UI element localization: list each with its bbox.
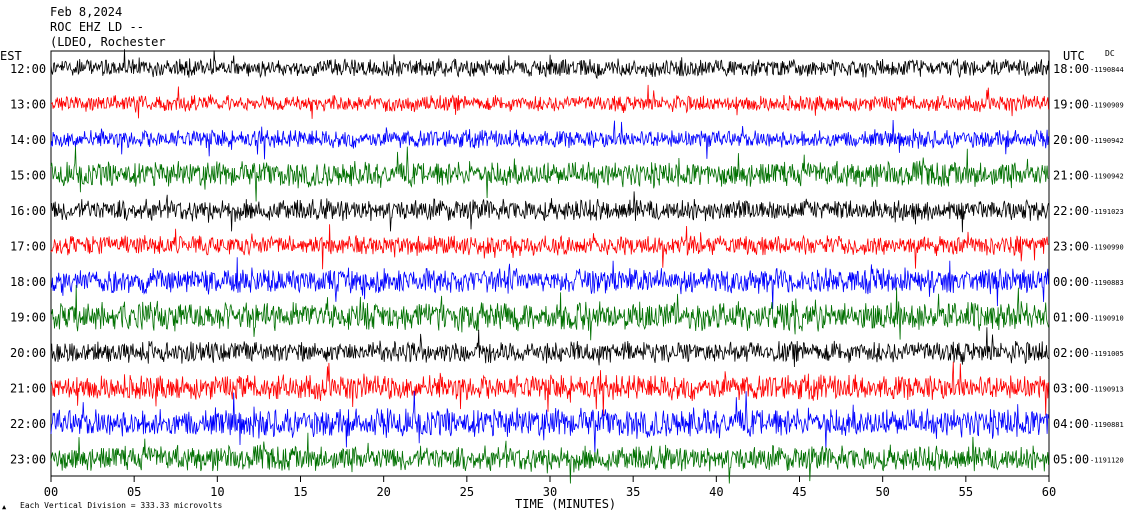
dc-offset-value: -1191023 [1090,208,1124,216]
trace-row-5 [50,224,1049,270]
left-time-label: 15:00 [10,169,46,183]
dc-offset-value: -1190942 [1090,173,1124,181]
left-time-labels: 12:00 13:00 14:00 15:00 16:00 17:00 18:00 19:00… [10,62,46,467]
trace-row-9 [50,361,1049,417]
x-tick-label: 20 [376,485,390,499]
left-time-label: 23:00 [10,453,46,467]
trace-row-0 [50,49,1049,80]
header-network: (LDEO, Rochester [50,35,166,49]
right-time-label: 04:00 [1053,417,1089,431]
trace-row-4 [50,191,1049,233]
right-time-label: 20:00 [1053,133,1089,147]
dc-offset-value: -1190990 [1090,244,1124,252]
left-time-label: 16:00 [10,204,46,218]
left-time-label: 13:00 [10,98,46,112]
trace-rows [50,49,1049,484]
dc-offset-value: -1191120 [1090,457,1124,465]
right-time-label: 02:00 [1053,346,1089,360]
header-station: ROC EHZ LD -- [50,20,144,34]
trace-row-2 [50,119,1049,160]
x-tick-label: 10 [210,485,224,499]
right-time-label: 21:00 [1053,169,1089,183]
left-time-label: 22:00 [10,417,46,431]
right-time-label: 19:00 [1053,98,1089,112]
scale-note: Each Vertical Division = 333.33 microvol… [20,501,222,510]
plot-frame [50,50,1050,477]
right-time-label: 05:00 [1053,453,1089,467]
dc-offset-value: -1190910 [1090,315,1124,323]
dc-offset-value: -1190913 [1090,386,1124,394]
header-date: Feb 8,2024 [50,5,122,19]
trace-row-11 [50,432,1049,484]
dc-offset-value: -1191005 [1090,350,1124,358]
scale-marker-icon: ▲ [2,503,7,511]
left-time-label: 20:00 [10,346,46,360]
right-time-label: 00:00 [1053,275,1089,289]
trace-row-1 [50,84,1049,119]
right-time-label: 22:00 [1053,204,1089,218]
trace-row-7 [50,284,1049,341]
x-axis-ticks: 00 05 10 15 20 25 30 35 40 45 50 55 60 [44,476,1056,499]
dc-offset-value: -1190844 [1090,66,1124,74]
right-time-label: 23:00 [1053,240,1089,254]
right-timezone-label: UTC [1063,49,1085,63]
trace-row-6 [50,257,1049,310]
left-timezone-label: EST [0,49,22,63]
right-time-label: 18:00 [1053,62,1089,76]
x-tick-label: 25 [460,485,474,499]
x-tick-label: 15 [293,485,307,499]
trace-row-8 [50,327,1049,368]
left-time-label: 14:00 [10,133,46,147]
left-time-label: 17:00 [10,240,46,254]
x-axis-label: TIME (MINUTES) [515,497,616,511]
left-time-label: 18:00 [10,275,46,289]
x-tick-label: 55 [959,485,973,499]
dc-offset-value: -1190881 [1090,421,1124,429]
dc-offset-header: DC [1105,49,1115,58]
dc-offset-value: -1190883 [1090,279,1124,287]
trace-row-3 [50,146,1049,202]
dc-offset-value: -1190942 [1090,137,1124,145]
right-time-label: 03:00 [1053,382,1089,396]
x-tick-label: 50 [875,485,889,499]
right-time-label: 01:00 [1053,311,1089,325]
left-time-label: 12:00 [10,62,46,76]
x-tick-label: 00 [44,485,58,499]
x-tick-label: 30 [543,485,557,499]
x-tick-label: 40 [709,485,723,499]
x-tick-label: 35 [626,485,640,499]
x-tick-label: 05 [127,485,141,499]
trace-row-10 [50,390,1049,454]
left-time-label: 21:00 [10,382,46,396]
dc-offset-value: -1190909 [1090,102,1124,110]
left-time-label: 19:00 [10,311,46,325]
x-tick-label: 60 [1042,485,1056,499]
x-tick-label: 45 [792,485,806,499]
